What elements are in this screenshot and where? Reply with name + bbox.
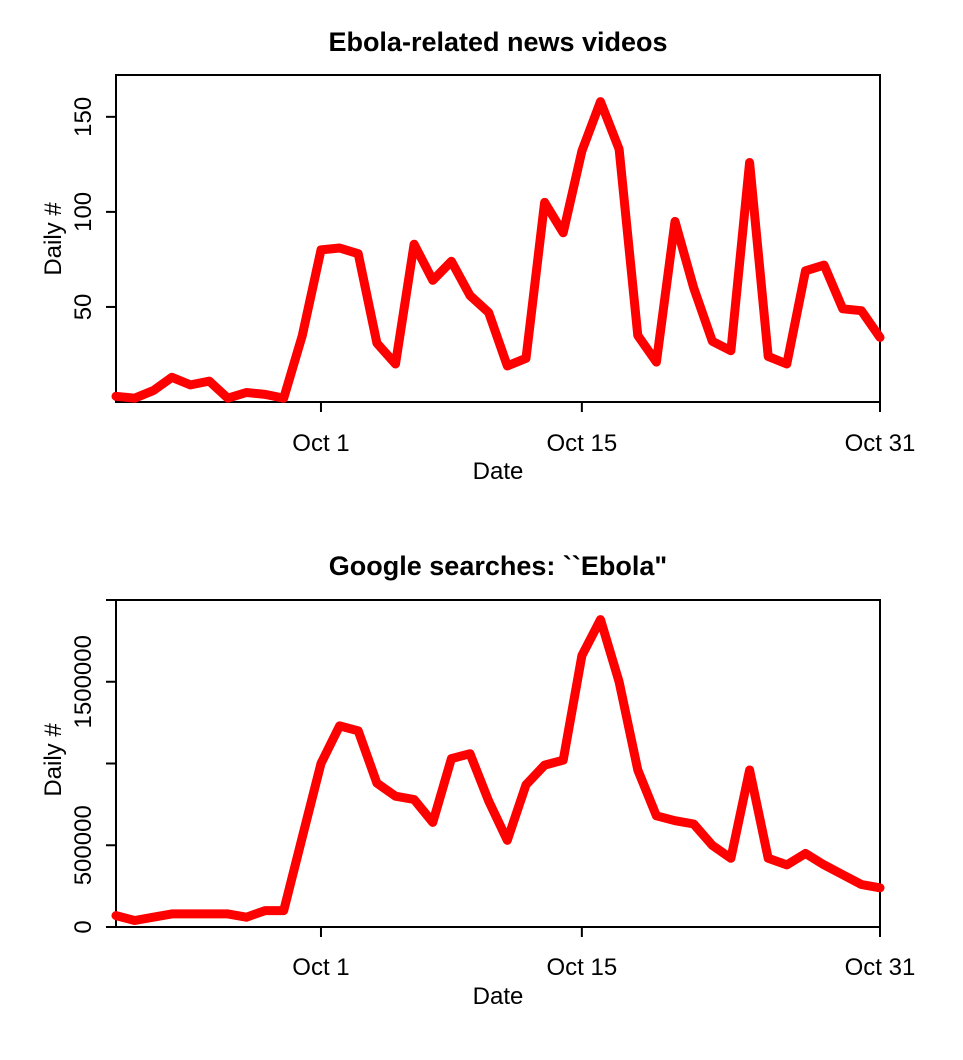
x-tick-label: Oct 15 <box>547 430 618 457</box>
chart-panel-google-searches: Google searches: ``Ebola" Date Daily # O… <box>40 551 915 1010</box>
y-axis-label: Daily # <box>40 723 67 797</box>
y-axis-label: Daily # <box>40 202 67 276</box>
x-axis-label: Date <box>473 458 524 485</box>
x-axis-label: Date <box>473 983 524 1010</box>
axis-ticks: Oct 1 Oct 15 Oct 31 0 500000 1500000 <box>70 599 916 981</box>
y-tick-label: 1500000 <box>70 635 97 728</box>
y-tick-label: 50 <box>70 294 97 321</box>
x-tick-label: Oct 31 <box>845 430 916 457</box>
x-tick-label: Oct 1 <box>292 954 349 981</box>
series-group <box>111 615 885 925</box>
chart-panel-news-videos: Ebola-related news videos Date Daily # O… <box>40 27 915 485</box>
series-line <box>111 615 885 925</box>
axis-ticks: Oct 1 Oct 15 Oct 31 50 100 150 <box>70 97 915 457</box>
y-tick-label: 500000 <box>70 805 97 885</box>
y-tick-label: 100 <box>70 192 97 232</box>
chart-title: Google searches: ``Ebola" <box>329 551 667 581</box>
y-tick-label: 150 <box>70 97 97 137</box>
plot-frame <box>115 599 881 928</box>
y-tick-label: 0 <box>70 920 97 933</box>
x-tick-label: Oct 15 <box>547 954 618 981</box>
x-tick-label: Oct 1 <box>292 430 349 457</box>
x-tick-label: Oct 31 <box>845 954 916 981</box>
plot-frame <box>115 74 881 403</box>
chart-title: Ebola-related news videos <box>328 27 667 57</box>
series-group <box>111 97 885 403</box>
series-line <box>111 97 885 403</box>
